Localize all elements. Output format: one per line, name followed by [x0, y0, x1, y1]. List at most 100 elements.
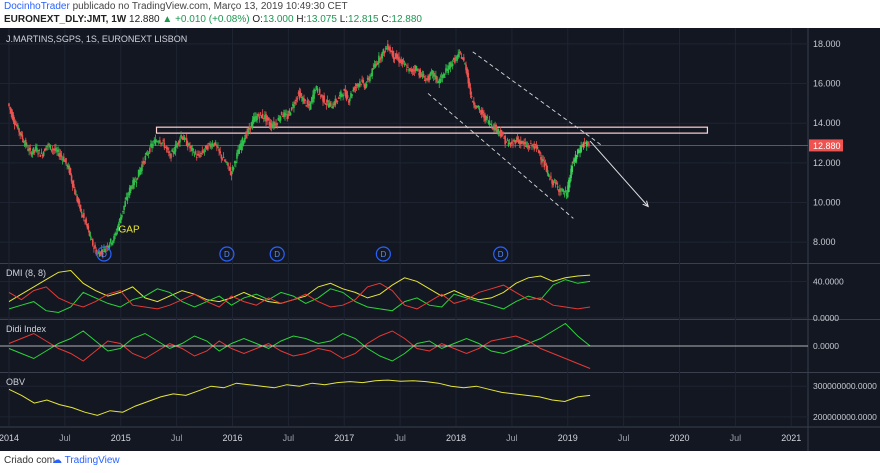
chart-canvas[interactable]: 2014 Jul 2015 Jul 2016 Jul 2017 Jul 2018 Jul 2019 J…	[0, 28, 880, 451]
channel-line	[427, 93, 574, 219]
candle-body	[572, 161, 575, 164]
candle-body	[331, 107, 333, 109]
candle-body	[29, 148, 32, 151]
candle-body	[256, 116, 258, 121]
candle-body	[70, 175, 73, 182]
candle-body	[555, 183, 558, 185]
x-tick-label: Jul	[283, 433, 295, 443]
candle-body	[553, 180, 556, 182]
candle-body	[11, 111, 14, 120]
candle-body	[104, 249, 106, 253]
candle-body	[134, 180, 137, 182]
candle-body	[409, 68, 411, 70]
candle-body	[296, 98, 299, 100]
candle-body	[131, 187, 133, 189]
candle-body	[54, 148, 56, 151]
candle-body	[239, 143, 242, 150]
candle-body	[222, 156, 225, 159]
candle-body	[397, 58, 399, 60]
candle-body	[309, 102, 312, 110]
candle-body	[490, 124, 493, 126]
candle-body	[475, 107, 477, 109]
candle-body	[485, 115, 487, 121]
x-tick-label: Jul	[506, 433, 518, 443]
candle-body	[573, 159, 576, 162]
candle-body	[255, 115, 257, 122]
candle-body	[487, 121, 490, 124]
candle-body	[243, 138, 246, 143]
candle-body	[479, 110, 482, 112]
candle-body	[30, 152, 33, 156]
candle-body	[440, 76, 443, 78]
candle-body	[108, 244, 111, 248]
candle-body	[403, 63, 406, 65]
candle-body	[142, 161, 144, 164]
candle-body	[470, 95, 473, 97]
candle-body	[410, 69, 413, 72]
candle-body	[184, 138, 187, 140]
low-label: L:	[339, 14, 349, 25]
candle-body	[469, 87, 472, 95]
candle-body	[495, 124, 498, 131]
candle-body	[8, 103, 10, 107]
candle-body	[364, 84, 367, 89]
candle-body	[438, 79, 441, 84]
candle-body	[531, 144, 533, 147]
candle-body	[212, 145, 215, 147]
candle-body	[388, 48, 390, 50]
candle-body	[198, 154, 200, 156]
candle-body	[515, 139, 518, 142]
candle-body	[270, 123, 273, 128]
candle-body	[426, 78, 428, 80]
candle-body	[444, 76, 446, 78]
candle-body	[425, 78, 427, 80]
candle-body	[457, 53, 460, 58]
author-link[interactable]: DocinhoTrader	[4, 1, 70, 12]
candle-body	[88, 230, 91, 236]
candle-body	[311, 97, 313, 103]
candle-body	[333, 103, 335, 106]
candle-body	[362, 79, 365, 83]
candle-body	[186, 143, 189, 148]
candle-body	[387, 44, 389, 50]
candle-body	[273, 121, 275, 127]
candle-body	[370, 75, 372, 77]
candle-body	[343, 88, 346, 91]
candle-body	[209, 143, 211, 147]
candle-body	[550, 176, 552, 178]
candle-body	[218, 148, 220, 152]
candle-body	[474, 105, 476, 108]
candle-body	[23, 143, 26, 145]
candle-body	[199, 155, 201, 157]
candle-body	[284, 112, 286, 117]
candle-body	[126, 196, 129, 201]
tradingview-logo[interactable]: ☁ TradingView	[52, 455, 120, 466]
candle-body	[535, 145, 538, 148]
candle-body	[349, 98, 351, 102]
candle-body	[13, 121, 16, 125]
candle-body	[168, 151, 170, 153]
candle-body	[378, 55, 380, 63]
candle-body	[275, 123, 277, 126]
candle-body	[64, 160, 66, 162]
candle-body	[250, 122, 253, 129]
candle-body	[473, 101, 475, 105]
candle-body	[540, 156, 542, 160]
candle-body	[224, 161, 227, 163]
candle-body	[217, 146, 219, 148]
candle-body	[145, 152, 148, 155]
candle-body	[183, 136, 186, 141]
candle-body	[176, 143, 179, 145]
candle-body	[476, 105, 479, 108]
candle-body	[302, 97, 304, 102]
candle-body	[456, 56, 458, 61]
candle-body	[205, 145, 208, 150]
candle-body	[135, 182, 138, 184]
candle-body	[381, 52, 384, 59]
candle-body	[265, 114, 267, 122]
candle-body	[353, 87, 356, 91]
price-tick-label: 14.000	[813, 118, 841, 128]
dividend-marker-label: D	[498, 250, 504, 259]
candle-body	[14, 124, 17, 126]
candle-body	[258, 116, 261, 119]
